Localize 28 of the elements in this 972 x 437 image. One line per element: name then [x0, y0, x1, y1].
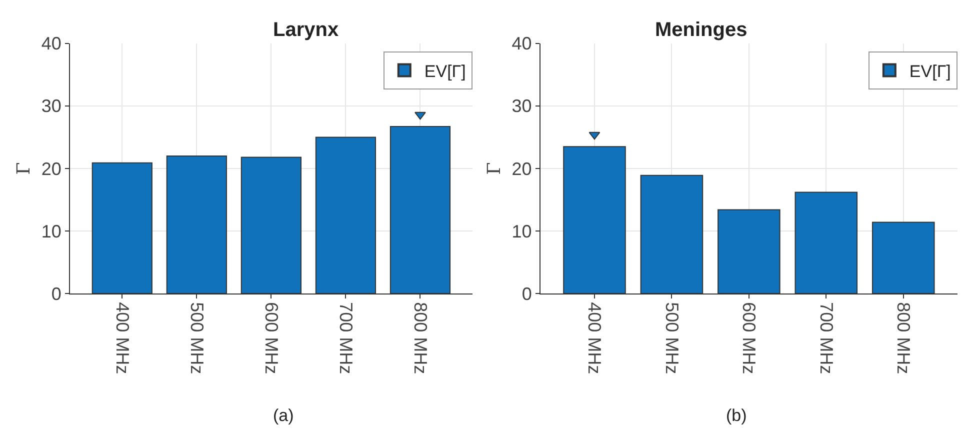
- y-tick-label: 40: [512, 34, 532, 54]
- x-tick-label: 800 MHz: [410, 302, 430, 374]
- text: (b): [726, 406, 747, 425]
- y-tick-label: 20: [41, 158, 62, 179]
- chart-title: Larynx: [273, 19, 339, 41]
- y-tick-label: 0: [51, 284, 62, 304]
- x-tick-label: 400 MHz: [112, 302, 132, 374]
- x-tick-label: 700 MHz: [816, 302, 836, 374]
- y-axis-title: Γ: [14, 162, 35, 175]
- x-tick-label: 600 MHz: [739, 302, 760, 374]
- legend-label: EV[Γ]: [909, 62, 951, 81]
- legend-label: EV[Γ]: [424, 62, 466, 81]
- y-axis-title: Γ: [484, 162, 505, 175]
- x-tick-label: 400 MHz: [584, 302, 605, 374]
- y-tick-label: 10: [512, 221, 532, 242]
- y-tick-label: 30: [512, 96, 532, 116]
- y-tick-label: 20: [512, 158, 532, 179]
- x-tick-label: 700 MHz: [336, 302, 356, 374]
- y-tick-label: 30: [41, 96, 62, 116]
- y-tick-label: 40: [41, 34, 62, 54]
- y-tick-label: 0: [522, 284, 532, 304]
- x-tick-label: 500 MHz: [186, 302, 207, 374]
- x-tick-label: 500 MHz: [662, 302, 682, 374]
- x-tick-label: 600 MHz: [261, 302, 282, 374]
- chart-title: Meninges: [655, 19, 748, 41]
- y-tick-label: 10: [41, 221, 62, 242]
- text: (a): [273, 406, 294, 425]
- x-tick-label: 800 MHz: [894, 302, 914, 374]
